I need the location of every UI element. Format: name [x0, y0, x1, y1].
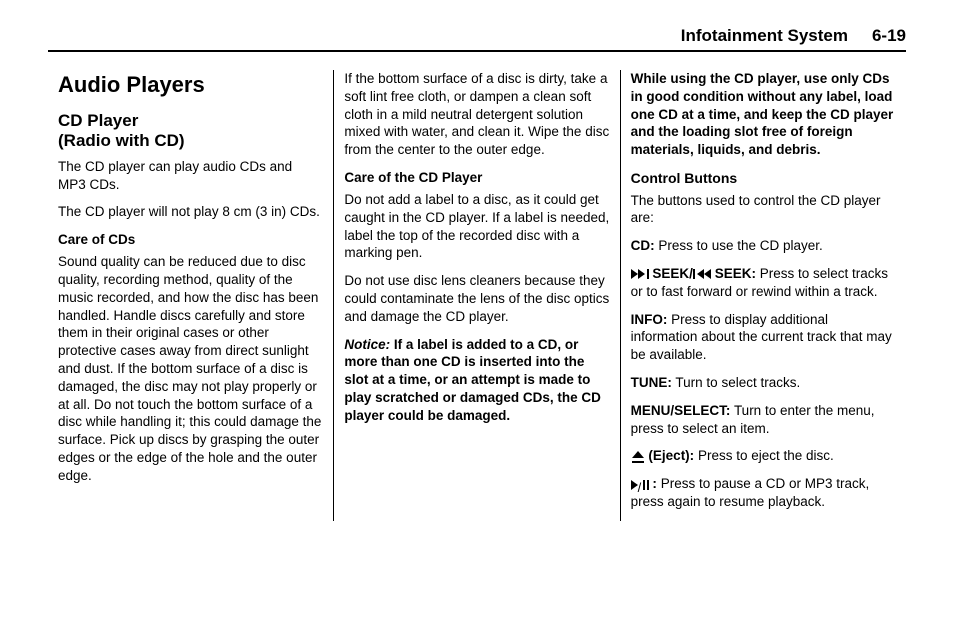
eject-icon	[631, 451, 645, 463]
heading-line-2: (Radio with CD)	[58, 131, 185, 150]
heading-care-cds: Care of CDs	[58, 231, 323, 249]
content-columns: Audio Players CD Player (Radio with CD) …	[48, 70, 906, 521]
play-colon: :	[652, 476, 657, 491]
seek-label-2: SEEK:	[715, 266, 756, 281]
para-cd-intro: The CD player can play audio CDs and MP3…	[58, 158, 323, 194]
column-1: Audio Players CD Player (Radio with CD) …	[48, 70, 333, 521]
para-cd-size: The CD player will not play 8 cm (3 in) …	[58, 203, 323, 221]
def-eject: (Eject): Press to eject the disc.	[631, 447, 896, 465]
cd-label: CD:	[631, 238, 655, 253]
def-menu-select: MENU/SELECT: Turn to enter the menu, pre…	[631, 402, 896, 438]
def-info: INFO: Press to display additional inform…	[631, 311, 896, 364]
para-care-cds: Sound quality can be reduced due to disc…	[58, 253, 323, 485]
para-no-lens-cleaner: Do not use disc lens cleaners because th…	[344, 272, 609, 325]
def-seek: SEEK/ SEEK: Press to select tracks or to…	[631, 265, 896, 301]
eject-text: Press to eject the disc.	[698, 448, 834, 463]
section-title: Infotainment System	[681, 26, 848, 46]
cd-text: Press to use the CD player.	[658, 238, 822, 253]
seek-label-1: SEEK/	[652, 266, 693, 281]
heading-control-buttons: Control Buttons	[631, 169, 896, 187]
seek-forward-icon	[631, 269, 649, 279]
column-3: While using the CD player, use only CDs …	[620, 70, 906, 521]
heading-care-player: Care of the CD Player	[344, 169, 609, 187]
info-text: Press to display additional information …	[631, 312, 892, 363]
notice-label: Notice:	[344, 337, 390, 352]
tune-text: Turn to select tracks.	[675, 375, 800, 390]
eject-label: (Eject):	[648, 448, 694, 463]
play-text: Press to pause a CD or MP3 track, press …	[631, 476, 870, 509]
heading-line-1: CD Player	[58, 111, 138, 130]
heading-audio-players: Audio Players	[58, 70, 323, 99]
tune-label: TUNE:	[631, 375, 672, 390]
manual-page: Infotainment System 6-19 Audio Players C…	[0, 0, 954, 541]
seek-reverse-icon	[693, 269, 711, 279]
play-pause-icon: /	[631, 480, 649, 490]
menu-label: MENU/SELECT:	[631, 403, 731, 418]
para-notice: Notice: If a label is added to a CD, or …	[344, 336, 609, 425]
def-tune: TUNE: Turn to select tracks.	[631, 374, 896, 392]
column-2: If the bottom surface of a disc is dirty…	[333, 70, 619, 521]
page-header: Infotainment System 6-19	[48, 26, 906, 52]
heading-cd-player: CD Player (Radio with CD)	[58, 111, 323, 152]
info-label: INFO:	[631, 312, 668, 327]
para-clean-disc: If the bottom surface of a disc is dirty…	[344, 70, 609, 159]
def-cd: CD: Press to use the CD player.	[631, 237, 896, 255]
para-no-label: Do not add a label to a disc, as it coul…	[344, 191, 609, 262]
para-warning: While using the CD player, use only CDs …	[631, 70, 896, 159]
page-number: 6-19	[872, 26, 906, 46]
def-play-pause: / : Press to pause a CD or MP3 track, pr…	[631, 475, 896, 511]
para-buttons-intro: The buttons used to control the CD playe…	[631, 192, 896, 228]
